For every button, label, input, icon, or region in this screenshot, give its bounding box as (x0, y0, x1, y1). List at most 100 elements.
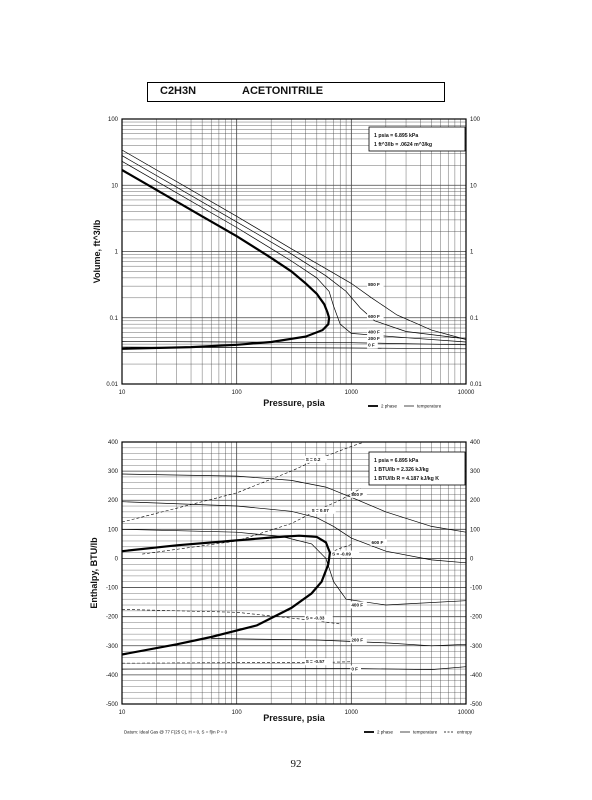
series-label: S = 0.07 (312, 508, 330, 513)
chart-2: 10 100 1000 10000-500 -500-400 -400-300 -300-2… (89, 440, 483, 735)
chemical-formula: C2H3N (160, 85, 197, 97)
page-number: 92 (290, 758, 302, 770)
y-tick-label-left: -300 (106, 644, 119, 650)
info-line: 1 BTU/lb = 2.326 kJ/kg (374, 467, 429, 473)
series-label-bg (331, 550, 360, 558)
x-tick-label: 10000 (458, 390, 475, 396)
y-tick-label-right: 100 (470, 527, 481, 533)
info-line: 1 ft^3/lb = .0624 m^3/kg (374, 142, 432, 148)
entropy-line (121, 609, 341, 625)
series-label: 400 F (351, 602, 363, 607)
legend-label: entropy (457, 730, 473, 735)
series-label-bg (350, 490, 367, 498)
series-label: 800 F (351, 492, 363, 497)
x-tick-label: 100 (232, 710, 243, 716)
y-tick-label-left: 1 (115, 250, 119, 256)
legend-label: 2 phase (377, 730, 394, 735)
y-tick-label-left: 400 (108, 440, 119, 446)
x-tick-label: 10000 (458, 710, 475, 716)
series-label-bg (367, 341, 378, 349)
y-tick-label-right: 0.01 (470, 382, 482, 388)
y-tick-label-left: 300 (108, 469, 119, 475)
series-label: S = -0.57 (306, 659, 325, 664)
series-label-bg (367, 281, 384, 289)
y-tick-label-right: 300 (470, 469, 481, 475)
temperature-line (121, 528, 467, 606)
temperature-line (121, 666, 467, 670)
temperature-line (121, 501, 467, 564)
y-tick-label-right: 10 (470, 183, 477, 189)
y-tick-label-left: 200 (108, 498, 119, 504)
series-label: 200 F (368, 336, 380, 341)
x-tick-label: 1000 (345, 710, 359, 716)
y-tick-label-left: 0.01 (106, 382, 118, 388)
grid (121, 119, 466, 385)
y-tick-label-left: -400 (106, 673, 119, 679)
info-box (368, 126, 466, 152)
y-tick-label-right: 0 (470, 556, 474, 562)
y-tick-label-right: 400 (470, 440, 481, 446)
title-box: C2H3N ACETONITRILE (147, 82, 445, 102)
legend-label: temperature (417, 404, 442, 409)
x-tick-label: 100 (232, 390, 243, 396)
x-tick-label: 1000 (345, 390, 359, 396)
info-box (368, 451, 466, 486)
series-label: S = -0.09 (332, 552, 351, 557)
y-tick-label-right: -300 (470, 644, 483, 650)
series-label-bg (350, 665, 362, 673)
series-label: S = -0.33 (306, 616, 325, 621)
y-tick-label-right: -100 (470, 586, 483, 592)
y-tick-label-left: 0 (115, 556, 119, 562)
temperature-line (121, 149, 467, 340)
series-label: 400 F (368, 329, 380, 334)
series-label: 200 F (351, 637, 363, 642)
temperature-line (121, 473, 467, 533)
series-label-bg (367, 335, 384, 343)
series-label: 600 F (368, 314, 380, 319)
series-label-bg (304, 455, 328, 463)
two-phase-curve (121, 534, 332, 656)
y-tick-label-left: -500 (106, 702, 119, 708)
y-tick-label-left: 0.1 (110, 316, 119, 322)
temperature-line (211, 638, 467, 647)
info-line: 1 psia = 6.895 kPa (374, 458, 418, 464)
series-label-bg (370, 538, 388, 546)
y-tick-label-right: 200 (470, 498, 481, 504)
y-tick-label-right: 0.1 (470, 316, 479, 322)
info-line: 1 BTU/lb R = 4.187 kJ/kg K (374, 476, 439, 482)
y-tick-label-right: 100 (470, 117, 481, 123)
legend-label: temperature (413, 730, 438, 735)
y-tick-label-left: -200 (106, 615, 119, 621)
y-tick-label-left: 100 (108, 117, 119, 123)
y-axis-label: Volume, ft^3/lb (92, 219, 102, 283)
footnote: Datum: Ideal Gas @ 77 F(25 C), H = 0, S … (124, 730, 228, 735)
plot-frame (121, 441, 467, 705)
y-tick-label-left: 100 (108, 527, 119, 533)
y-tick-label-left: -100 (106, 586, 119, 592)
info-line: 1 psia = 6.895 kPa (374, 133, 418, 139)
series-label: 0 F (368, 342, 375, 347)
temperature-line (121, 341, 467, 346)
legend: 2 phase temperature (368, 404, 442, 409)
y-tick-label-left: 10 (111, 183, 118, 189)
series-label-bg (304, 614, 333, 622)
legend-label: 2 phase (381, 404, 398, 409)
x-tick-label: 10 (119, 390, 126, 396)
y-axis-label: Enthalpy, BTU/lb (89, 537, 99, 609)
temperature-line (121, 155, 467, 340)
x-axis-label: Pressure, psia (263, 713, 326, 723)
series-label: 0 F (351, 667, 358, 672)
entropy-line (142, 488, 361, 555)
series-label-bg (350, 636, 367, 644)
temperature-line (121, 346, 467, 350)
series-label-bg (367, 312, 384, 320)
x-tick-label: 10 (119, 710, 126, 716)
series-label-bg (310, 506, 336, 514)
series-label: 600 F (372, 540, 384, 545)
series-label-bg (304, 658, 333, 666)
series-label: S = 0.2 (306, 457, 321, 462)
series-label: 800 F (368, 282, 380, 287)
y-tick-label-right: 1 (470, 250, 474, 256)
entropy-line (329, 544, 352, 553)
